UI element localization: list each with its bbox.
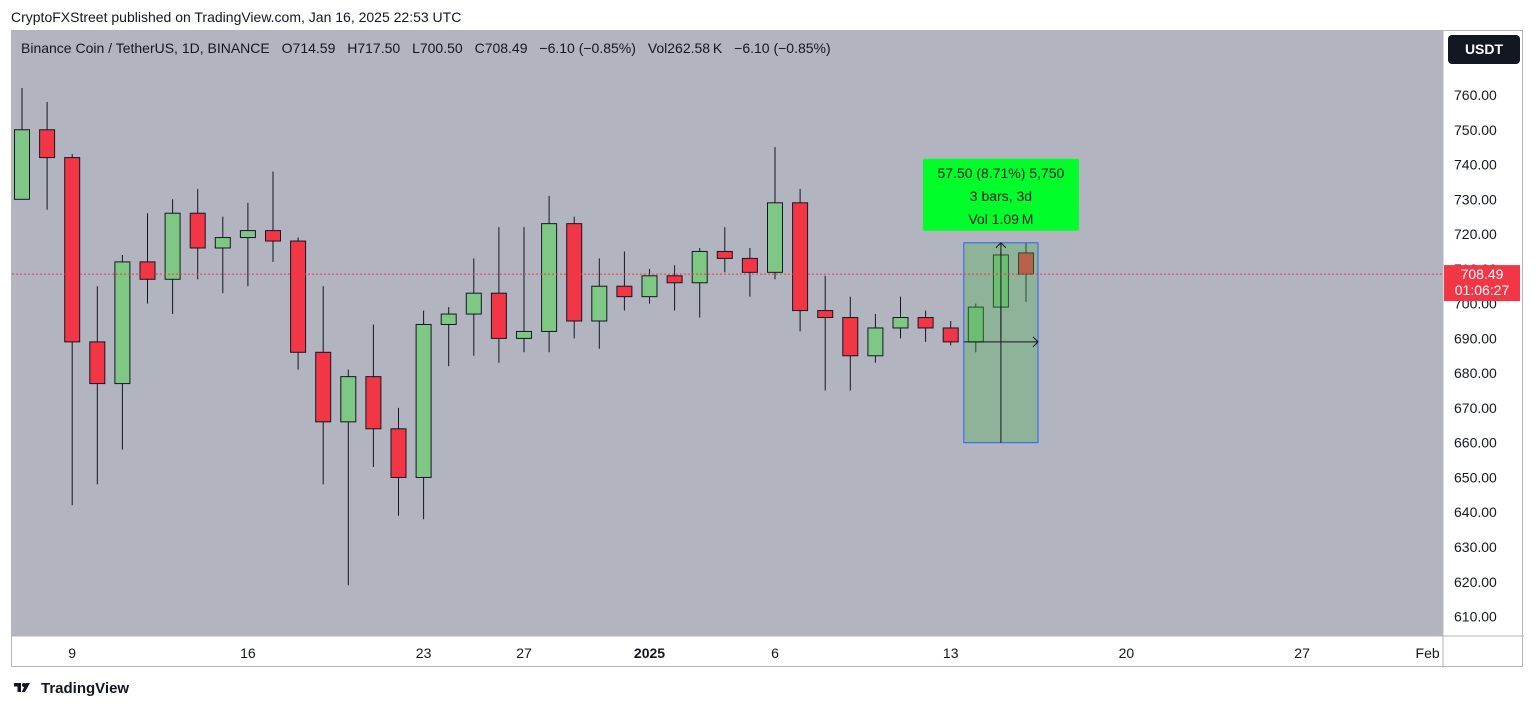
- candle-down: [817, 310, 834, 319]
- candle-down: [566, 223, 583, 322]
- price-tick-label: 760.00: [1454, 87, 1497, 103]
- measure-tool[interactable]: 57.50 (8.71%) 5,750 3 bars, 3d Vol 1.09 M: [922, 158, 1079, 444]
- candle-down: [842, 317, 859, 357]
- time-axis[interactable]: 9 16 23 27 2025 6 13 20 27 Feb: [68, 645, 1440, 661]
- tradingview-logo-icon: [14, 683, 30, 692]
- change-value: −6.10 (−0.85%): [539, 40, 636, 56]
- candle-up: [239, 230, 256, 239]
- candle-down: [490, 292, 507, 339]
- candle-down: [716, 250, 733, 259]
- time-tick-label: 13: [943, 645, 959, 661]
- symbol-name[interactable]: Binance Coin / TetherUS, 1D, BINANCE: [21, 40, 270, 56]
- candle-down: [942, 327, 959, 343]
- candle-up: [541, 223, 558, 332]
- candle-down: [741, 257, 758, 273]
- candle-down: [290, 240, 307, 353]
- price-tick-label: 670.00: [1454, 400, 1497, 416]
- candle-up: [415, 323, 432, 478]
- last-price-value: 708.49: [1461, 266, 1504, 282]
- candle-up: [641, 275, 658, 298]
- candle-down: [390, 428, 407, 478]
- candle-up: [691, 250, 708, 284]
- time-tick-label: 27: [1294, 645, 1310, 661]
- time-tick-label: 27: [516, 645, 532, 661]
- price-tick-label: 730.00: [1454, 191, 1497, 207]
- price-tick-label: 620.00: [1454, 574, 1497, 590]
- measure-arrow-head-up: [995, 242, 1007, 249]
- time-tick-label: 9: [68, 645, 76, 661]
- price-tick-label: 610.00: [1454, 609, 1497, 625]
- price-tick-label: 650.00: [1454, 469, 1497, 485]
- measure-label-box: [922, 158, 1079, 231]
- candle-up: [340, 376, 357, 423]
- candle-down: [792, 202, 809, 312]
- tradingview-logo[interactable]: TradingView: [11, 678, 129, 698]
- candle-up: [767, 202, 783, 273]
- measure-arrow-head-right: [1032, 336, 1039, 348]
- measure-label-line-1: 57.50 (8.71%) 5,750: [937, 165, 1064, 181]
- candle-up: [867, 327, 884, 357]
- candles-layer: [14, 88, 1034, 586]
- low-value: L700.50: [412, 40, 463, 56]
- price-tick-label: 660.00: [1454, 435, 1497, 451]
- price-axis[interactable]: 760.00750.00740.00730.00720.00710.00700.…: [1454, 87, 1497, 625]
- candle-up: [164, 212, 181, 280]
- time-tick-label: 23: [416, 645, 432, 661]
- close-value: C708.49: [474, 40, 528, 56]
- candle-up: [465, 292, 482, 315]
- candle-up: [591, 285, 608, 322]
- chart-frame[interactable]: 57.50 (8.71%) 5,750 3 bars, 3d Vol 1.09 M …: [11, 30, 1524, 668]
- last-price-label-box: [1444, 265, 1520, 302]
- open-value: O714.59: [281, 40, 336, 56]
- candle-down: [265, 230, 281, 242]
- publisher-caption: CryptoFXStreet published on TradingView.…: [11, 9, 462, 25]
- time-tick-label: 2025: [634, 645, 665, 661]
- currency-button[interactable]: USDT: [1448, 35, 1520, 64]
- candle-up: [214, 237, 231, 249]
- candle-up: [516, 330, 532, 339]
- price-tick-label: 630.00: [1454, 539, 1497, 555]
- price-tick-label: 740.00: [1454, 157, 1497, 173]
- candle-down: [189, 212, 206, 249]
- tradingview-logo-text: TradingView: [41, 679, 130, 697]
- candle-down: [315, 351, 332, 423]
- candle-up: [114, 261, 131, 385]
- candle-down: [666, 275, 683, 284]
- measure-label-line-2: 3 bars, 3d: [970, 188, 1032, 204]
- high-value: H717.50: [347, 40, 401, 56]
- candle-up: [14, 129, 30, 200]
- candle-down: [64, 157, 81, 343]
- time-tick-label: 20: [1119, 645, 1135, 661]
- candle-up: [440, 313, 457, 325]
- volume-change-value: −6.10 (−0.85%): [734, 40, 831, 56]
- volume-value: Vol262.58 K: [647, 40, 723, 56]
- candle-up: [892, 317, 909, 329]
- candle-down: [616, 285, 633, 298]
- time-tick-label: Feb: [1416, 645, 1440, 661]
- price-tick-label: 750.00: [1454, 122, 1497, 138]
- plot-background: [12, 31, 1443, 636]
- price-tick-label: 720.00: [1454, 226, 1497, 242]
- price-tick-label: 690.00: [1454, 330, 1497, 346]
- candle-down: [365, 376, 382, 430]
- bar-countdown: 01:06:27: [1455, 282, 1510, 298]
- price-tick-label: 680.00: [1454, 365, 1497, 381]
- time-tick-label: 6: [771, 645, 779, 661]
- time-tick-label: 16: [240, 645, 256, 661]
- measure-label-line-3: Vol 1.09 M: [968, 211, 1033, 227]
- symbol-legend: Binance Coin / TetherUS, 1D, BINANCE O71…: [21, 40, 839, 56]
- candle-down: [139, 261, 156, 280]
- candle-down: [917, 317, 934, 329]
- price-tick-label: 640.00: [1454, 504, 1497, 520]
- candle-down: [89, 341, 106, 385]
- candle-down: [39, 129, 56, 159]
